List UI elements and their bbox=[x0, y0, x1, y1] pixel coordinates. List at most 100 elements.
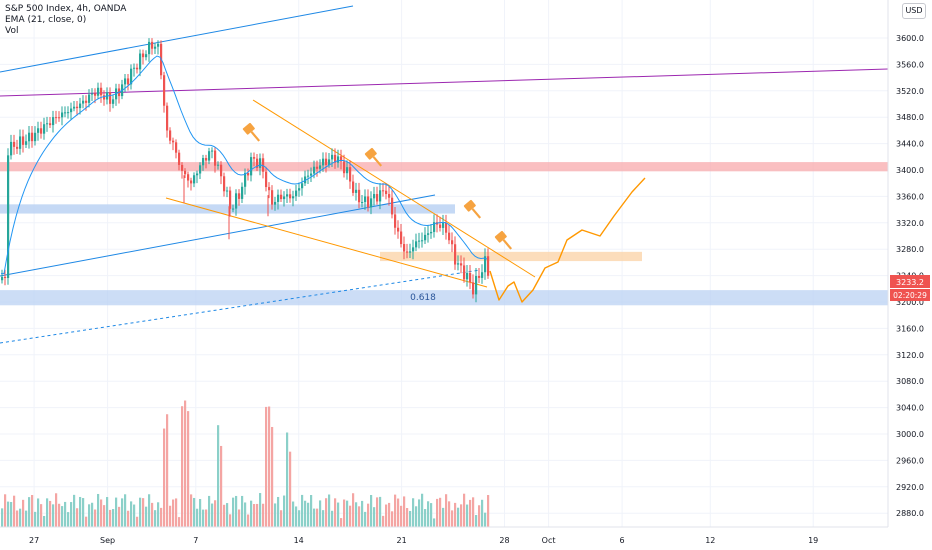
candle-body bbox=[286, 194, 289, 197]
candle-body bbox=[193, 175, 196, 184]
time-tick-label: 12 bbox=[705, 536, 715, 545]
volume-bar bbox=[391, 511, 394, 527]
time-axis[interactable]: 27 Sep 7 14 21 28 Oct 6 12 19 bbox=[0, 526, 932, 550]
price-tick-label: 3160.0 bbox=[896, 324, 924, 333]
candle-body bbox=[220, 164, 223, 177]
trend-lines bbox=[0, 5, 889, 344]
candle-body bbox=[124, 78, 127, 85]
volume-bar bbox=[91, 502, 94, 527]
candle-body bbox=[475, 275, 478, 295]
candle-body bbox=[289, 194, 292, 199]
candle-body bbox=[343, 161, 346, 174]
gavel-icon bbox=[463, 199, 482, 219]
volume-bar bbox=[97, 493, 100, 527]
price-tick-label: 3200.0 bbox=[896, 298, 924, 307]
price-tick-label: 3320.0 bbox=[896, 219, 924, 228]
volume-bar bbox=[193, 497, 196, 527]
candle-body bbox=[52, 117, 55, 126]
candle-body bbox=[187, 174, 190, 181]
volume-bar bbox=[43, 515, 46, 527]
volume-bar bbox=[172, 499, 175, 527]
volume-bar bbox=[169, 505, 172, 527]
candle-body bbox=[373, 194, 376, 199]
price-tick-label: 3520.0 bbox=[896, 87, 924, 96]
candle-body bbox=[379, 190, 382, 202]
candle-body bbox=[109, 92, 112, 104]
price-tick-label: 2920.0 bbox=[896, 483, 924, 492]
candle-body bbox=[301, 183, 304, 189]
candle-body bbox=[265, 171, 268, 188]
channel-projection-dashed bbox=[0, 269, 481, 344]
candle-body bbox=[25, 141, 28, 145]
candle-body bbox=[112, 99, 115, 104]
volume-bar bbox=[7, 501, 10, 527]
candle-body bbox=[61, 112, 64, 118]
candle-body bbox=[382, 190, 385, 192]
volume-bar bbox=[310, 495, 313, 527]
time-tick-label: 6 bbox=[620, 536, 625, 545]
volume-bar bbox=[163, 428, 166, 527]
volume-bar bbox=[271, 426, 274, 527]
price-tick-label: 2960.0 bbox=[896, 456, 924, 465]
candle-body bbox=[139, 53, 142, 70]
candle-body bbox=[241, 186, 244, 199]
volume-bar bbox=[70, 502, 73, 527]
candle-body bbox=[43, 124, 46, 134]
candle-body bbox=[19, 136, 22, 149]
volume-bar bbox=[100, 499, 103, 527]
candle-body bbox=[370, 198, 373, 208]
gavel-icons bbox=[242, 122, 513, 250]
candle-body bbox=[169, 130, 172, 141]
volume-bar bbox=[409, 510, 412, 527]
volume-bar bbox=[223, 504, 226, 527]
volume-bar bbox=[235, 495, 238, 527]
channel-upper-line bbox=[0, 5, 354, 73]
candle-body bbox=[181, 164, 184, 171]
resistance-zone-orange bbox=[380, 251, 642, 262]
volume-bar bbox=[181, 406, 184, 527]
volume-bar bbox=[199, 499, 202, 527]
volume-bar bbox=[121, 498, 124, 527]
candle-body bbox=[91, 93, 94, 95]
volume-bar bbox=[166, 414, 169, 527]
candle-body bbox=[196, 173, 199, 176]
volume-bar bbox=[352, 493, 355, 527]
candle-body bbox=[271, 190, 274, 205]
price-tick-label: 3600.0 bbox=[896, 34, 924, 43]
candle-body bbox=[307, 175, 310, 177]
candle-body bbox=[469, 272, 472, 283]
candle-body bbox=[103, 95, 106, 100]
volume-bar bbox=[481, 499, 484, 527]
volume-bar bbox=[463, 493, 466, 527]
volume-bar bbox=[238, 509, 241, 527]
volume-bar bbox=[205, 509, 208, 527]
currency-button[interactable]: USD bbox=[902, 3, 926, 19]
candle-body bbox=[127, 78, 130, 85]
candle-body bbox=[16, 146, 19, 149]
candle-body bbox=[88, 94, 91, 103]
candle-body bbox=[217, 164, 220, 166]
candle-body bbox=[427, 233, 430, 235]
volume-bar bbox=[250, 500, 253, 527]
countdown-tag: 02:20:29 bbox=[890, 289, 930, 301]
volume-bar bbox=[454, 502, 457, 527]
candle-body bbox=[37, 128, 40, 133]
candle-body bbox=[433, 222, 436, 232]
gavel-head bbox=[242, 122, 255, 135]
resistance-zone-red bbox=[0, 162, 888, 172]
ema-path bbox=[1, 55, 488, 275]
candle-body bbox=[199, 165, 202, 174]
candle-body bbox=[319, 165, 322, 169]
candle-body bbox=[349, 167, 352, 182]
price-tick-label: 3360.0 bbox=[896, 192, 924, 201]
candle-body bbox=[334, 154, 337, 163]
volume-bar bbox=[388, 502, 391, 527]
candle-body bbox=[58, 117, 61, 119]
volume-bar bbox=[13, 495, 16, 527]
volume-bar bbox=[301, 494, 304, 527]
price-tick-label: 2880.0 bbox=[896, 509, 924, 518]
candle-body bbox=[142, 53, 145, 58]
support-zone-blue-upper bbox=[0, 204, 455, 214]
candle-body bbox=[268, 187, 271, 191]
